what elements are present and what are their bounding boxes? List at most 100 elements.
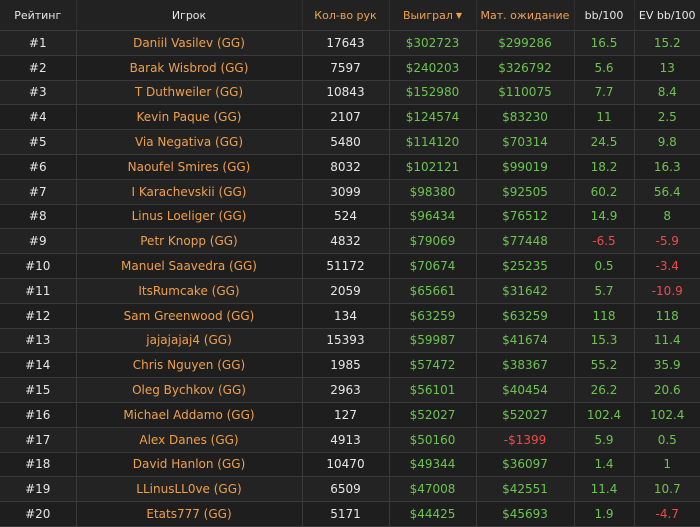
ev-cell: $99019 [476, 154, 575, 180]
table-row[interactable]: #10 Manuel Saavedra (GG) 51172 $70674 $25235… [0, 253, 700, 279]
ev-bb100-cell: 35.9 [634, 352, 700, 379]
hands-cell: 8032 [302, 154, 390, 180]
ev-header[interactable]: Мат. ожидание [476, 0, 575, 31]
bb100-cell: 102.4 [574, 402, 635, 428]
rank-cell: #6 [0, 154, 77, 180]
ev-cell: $92505 [476, 179, 575, 205]
bb100-cell: 0.5 [574, 253, 635, 279]
player-name-link[interactable]: Daniil Vasilev (GG) [76, 30, 303, 56]
bb100-cell: 24.5 [574, 129, 635, 155]
won-cell: $59987 [389, 328, 477, 354]
won-cell: $44425 [389, 501, 477, 527]
rank-cell: #17 [0, 427, 77, 453]
table-row[interactable]: #17 Alex Danes (GG) 4913 $50160 -$1399 5.9 0.5 [0, 427, 700, 453]
ev-cell: $326792 [476, 55, 575, 81]
table-row[interactable]: #6 Naoufel Smires (GG) 8032 $102121 $99019 18… [0, 154, 700, 180]
player-name-link[interactable]: Petr Knopp (GG) [76, 228, 303, 255]
ev-bb100-cell: 16.3 [634, 154, 700, 180]
won-cell: $124574 [389, 104, 477, 131]
table-row[interactable]: #15 Oleg Bychkov (GG) 2963 $56101 $40454 26.2… [0, 377, 700, 403]
hands-cell: 524 [302, 204, 390, 230]
rank-cell: #19 [0, 476, 77, 503]
ev-bb100-cell: 11.4 [634, 328, 700, 354]
player-name-link[interactable]: Etats777 (GG) [76, 501, 303, 527]
won-cell: $49344 [389, 452, 477, 478]
table-row[interactable]: #16 Michael Addamo (GG) 127 $52027 $52027 102… [0, 402, 700, 428]
hands-cell: 134 [302, 303, 390, 329]
player-name-link[interactable]: Linus Loeliger (GG) [76, 204, 303, 230]
bb100-cell: 5.6 [574, 55, 635, 81]
won-cell: $50160 [389, 427, 477, 453]
table-row[interactable]: #9 Petr Knopp (GG) 4832 $79069 $77448 -6.5 -5.… [0, 228, 700, 255]
player-name-link[interactable]: David Hanlon (GG) [76, 452, 303, 478]
player-name-link[interactable]: Naoufel Smires (GG) [76, 154, 303, 180]
ev-bb100-header[interactable]: EV bb/100 [634, 0, 700, 31]
rank-cell: #18 [0, 452, 77, 478]
table-row[interactable]: #20 Etats777 (GG) 5171 $44425 $45693 1.9 -4.7 [0, 501, 700, 527]
player-name-link[interactable]: Kevin Paque (GG) [76, 104, 303, 131]
won-cell: $152980 [389, 80, 477, 106]
won-cell: $240203 [389, 55, 477, 81]
hands-cell: 2107 [302, 104, 390, 131]
ev-cell: $40454 [476, 377, 575, 403]
rank-cell: #5 [0, 129, 77, 155]
ev-cell: $299286 [476, 30, 575, 56]
ev-cell: $38367 [476, 352, 575, 379]
ev-cell: $77448 [476, 228, 575, 255]
table-row[interactable]: #19 LLinusLL0ve (GG) 6509 $47008 $42551 11.4 1… [0, 476, 700, 503]
hands-cell: 51172 [302, 253, 390, 279]
won-header[interactable]: Выиграл ▼ [389, 0, 477, 31]
table-row[interactable]: #13 jajajajaj4 (GG) 15393 $59987 $41674 15.3 1… [0, 328, 700, 354]
table-row[interactable]: #2 Barak Wisbrod (GG) 7597 $240203 $326792 5.… [0, 55, 700, 81]
player-name-link[interactable]: Alex Danes (GG) [76, 427, 303, 453]
player-name-link[interactable]: Manuel Saavedra (GG) [76, 253, 303, 279]
table-row[interactable]: #3 T Duthweiler (GG) 10843 $152980 $110075 7.… [0, 80, 700, 106]
table-row[interactable]: #12 Sam Greenwood (GG) 134 $63259 $63259 118 1… [0, 303, 700, 329]
rank-cell: #2 [0, 55, 77, 81]
hands-header[interactable]: Кол-во рук [302, 0, 390, 31]
won-cell: $63259 [389, 303, 477, 329]
ev-bb100-cell: -3.4 [634, 253, 700, 279]
bb100-header[interactable]: bb/100 [574, 0, 635, 31]
ev-cell: $25235 [476, 253, 575, 279]
player-name-link[interactable]: I Karachevskii (GG) [76, 179, 303, 205]
player-header[interactable]: Игрок [76, 0, 303, 31]
player-name-link[interactable]: Via Negativa (GG) [76, 129, 303, 155]
won-cell: $65661 [389, 278, 477, 304]
player-name-link[interactable]: jajajajaj4 (GG) [76, 328, 303, 354]
table-row[interactable]: #14 Chris Nguyen (GG) 1985 $57472 $38367 55.2… [0, 352, 700, 379]
player-name-link[interactable]: ItsRumcake (GG) [76, 278, 303, 304]
bb100-cell: 11 [574, 104, 635, 131]
player-name-link[interactable]: Oleg Bychkov (GG) [76, 377, 303, 403]
table-row[interactable]: #4 Kevin Paque (GG) 2107 $124574 $83230 11 2.5 [0, 104, 700, 131]
rank-cell: #20 [0, 501, 77, 527]
hands-cell: 10470 [302, 452, 390, 478]
bb100-cell: 18.2 [574, 154, 635, 180]
player-name-link[interactable]: Michael Addamo (GG) [76, 402, 303, 428]
player-name-link[interactable]: LLinusLL0ve (GG) [76, 476, 303, 503]
won-cell: $47008 [389, 476, 477, 503]
bb100-cell: 26.2 [574, 377, 635, 403]
table-row[interactable]: #7 I Karachevskii (GG) 3099 $98380 $92505 60.… [0, 179, 700, 205]
bb100-cell: 5.7 [574, 278, 635, 304]
bb100-cell: 15.3 [574, 328, 635, 354]
table-row[interactable]: #18 David Hanlon (GG) 10470 $49344 $36097 1.4… [0, 452, 700, 478]
ev-bb100-cell: -10.9 [634, 278, 700, 304]
player-name-link[interactable]: Chris Nguyen (GG) [76, 352, 303, 379]
player-name-link[interactable]: T Duthweiler (GG) [76, 80, 303, 106]
rank-header[interactable]: Рейтинг [0, 0, 77, 31]
table-row[interactable]: #5 Via Negativa (GG) 5480 $114120 $70314 24.5… [0, 129, 700, 155]
table-row[interactable]: #8 Linus Loeliger (GG) 524 $96434 $76512 14.9… [0, 204, 700, 230]
table-row[interactable]: #1 Daniil Vasilev (GG) 17643 $302723 $299286… [0, 30, 700, 56]
bb100-cell: 1.4 [574, 452, 635, 478]
hands-cell: 4913 [302, 427, 390, 453]
player-name-link[interactable]: Sam Greenwood (GG) [76, 303, 303, 329]
won-cell: $56101 [389, 377, 477, 403]
ev-cell: $45693 [476, 501, 575, 527]
sort-desc-caret-icon: ▼ [455, 11, 463, 20]
player-name-link[interactable]: Barak Wisbrod (GG) [76, 55, 303, 81]
table-row[interactable]: #11 ItsRumcake (GG) 2059 $65661 $31642 5.7 -10… [0, 278, 700, 304]
bb100-cell: 11.4 [574, 476, 635, 503]
bb100-cell: 118 [574, 303, 635, 329]
